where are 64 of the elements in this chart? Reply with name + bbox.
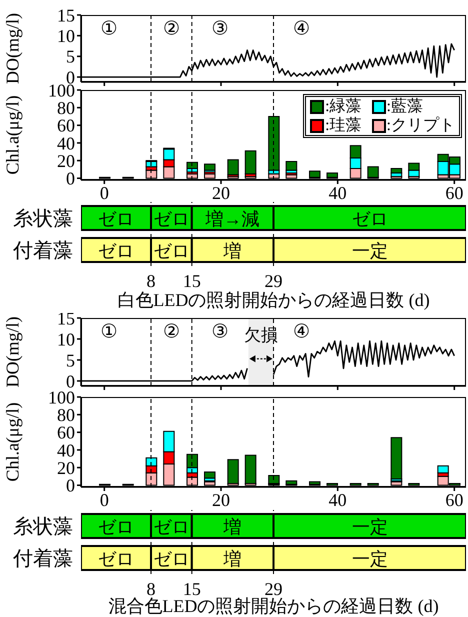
data-label: 増 xyxy=(222,517,242,537)
data-label: ゼロ xyxy=(98,549,134,569)
x-tick-label: 15 xyxy=(182,270,201,291)
y-tick-label: 0 xyxy=(66,168,75,189)
y-tick-label: 40 xyxy=(57,440,75,460)
y-tick-label: 80 xyxy=(57,405,75,426)
annotation: ② xyxy=(162,322,180,342)
data-label: ゼロ xyxy=(153,209,190,229)
y-tick-label: 付着藻 xyxy=(12,239,73,262)
annotation: ① xyxy=(100,322,118,342)
x-tick-label: 0 xyxy=(100,182,109,203)
annotation: ④ xyxy=(293,322,310,342)
legend-label: :緑藻 xyxy=(325,97,362,116)
y-axis-title: DO(mg/l) xyxy=(2,316,22,388)
x-axis-title: 白色LEDの照射開始からの経過日数 (d) xyxy=(117,290,430,310)
x-tick-label: 8 xyxy=(146,270,156,291)
annotation: ③ xyxy=(211,322,228,342)
legend-label: :珪藻 xyxy=(325,116,362,135)
x-tick-label: 60 xyxy=(445,490,464,510)
data-label: ゼロ xyxy=(98,517,134,537)
annotation: ③ xyxy=(211,18,228,40)
y-tick-label: 0 xyxy=(66,476,75,496)
y-tick-label: 40 xyxy=(57,133,75,154)
x-tick-label: 29 xyxy=(264,270,282,291)
data-label: ゼロ xyxy=(153,549,190,569)
data-label: ゼロ xyxy=(98,241,134,261)
x-tick-label: 40 xyxy=(328,182,347,203)
x-tick-label: 0 xyxy=(100,490,109,510)
data-label: 一定 xyxy=(352,517,388,537)
data-label: ゼロ xyxy=(153,241,190,261)
y-tick-label: 60 xyxy=(57,116,75,136)
x-tick-label: 40 xyxy=(328,490,347,510)
y-tick-label: 80 xyxy=(57,98,75,118)
x-tick-label: 60 xyxy=(445,182,464,203)
x-tick-label: 20 xyxy=(212,182,230,203)
x-tick-label: 20 xyxy=(212,490,230,510)
y-tick-label: 糸状藻 xyxy=(13,516,73,538)
y-tick-label: 10 xyxy=(57,329,75,350)
y-tick-label: 5 xyxy=(66,350,75,370)
y-axis-title: Chl.a(μg/l) xyxy=(2,402,22,482)
data-label: 増→減 xyxy=(204,209,260,229)
y-tick-label: 付着藻 xyxy=(12,547,73,570)
y-tick-label: 20 xyxy=(57,458,75,478)
y-tick-label: 60 xyxy=(57,422,75,443)
data-label: 増 xyxy=(222,241,242,261)
y-tick-label: 5 xyxy=(66,46,75,67)
data-label: ゼロ xyxy=(352,209,388,229)
y-tick-label: 糸状藻 xyxy=(13,208,73,230)
y-axis-title: DO(mg/l) xyxy=(2,13,22,84)
annotation: ② xyxy=(162,18,180,40)
data-label: 増 xyxy=(222,549,242,569)
band-label: 欠損 xyxy=(244,325,278,344)
data-label: 一定 xyxy=(352,549,388,569)
legend-label: :クリプト xyxy=(386,116,455,135)
data-label: 一定 xyxy=(352,241,388,261)
annotation: ④ xyxy=(293,18,310,40)
y-tick-label: 20 xyxy=(57,150,75,171)
data-label: ゼロ xyxy=(98,209,134,229)
annotation: ① xyxy=(100,18,118,40)
y-tick-label: 15 xyxy=(57,5,75,26)
legend-label: :藍藻 xyxy=(386,97,423,116)
data-label: ゼロ xyxy=(153,517,190,537)
y-tick-label: 10 xyxy=(57,26,75,46)
y-axis-title: Chl.a(μg/l) xyxy=(2,95,22,175)
